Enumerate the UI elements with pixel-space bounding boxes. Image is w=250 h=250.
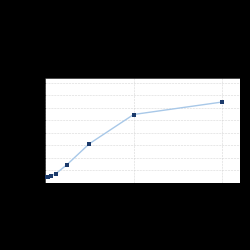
Point [44, 176, 48, 180]
X-axis label: Rat Phosphofructokinase, Muscle (PFKMt)
Concentration (ng/ml): Rat Phosphofructokinase, Muscle (PFKMt) … [78, 194, 208, 205]
Y-axis label: OD: OD [22, 125, 28, 135]
Point [54, 172, 58, 175]
Point [132, 112, 136, 116]
Point [48, 174, 52, 178]
Point [87, 142, 91, 146]
Point [65, 162, 69, 166]
Point [46, 175, 50, 179]
Point [220, 100, 224, 104]
